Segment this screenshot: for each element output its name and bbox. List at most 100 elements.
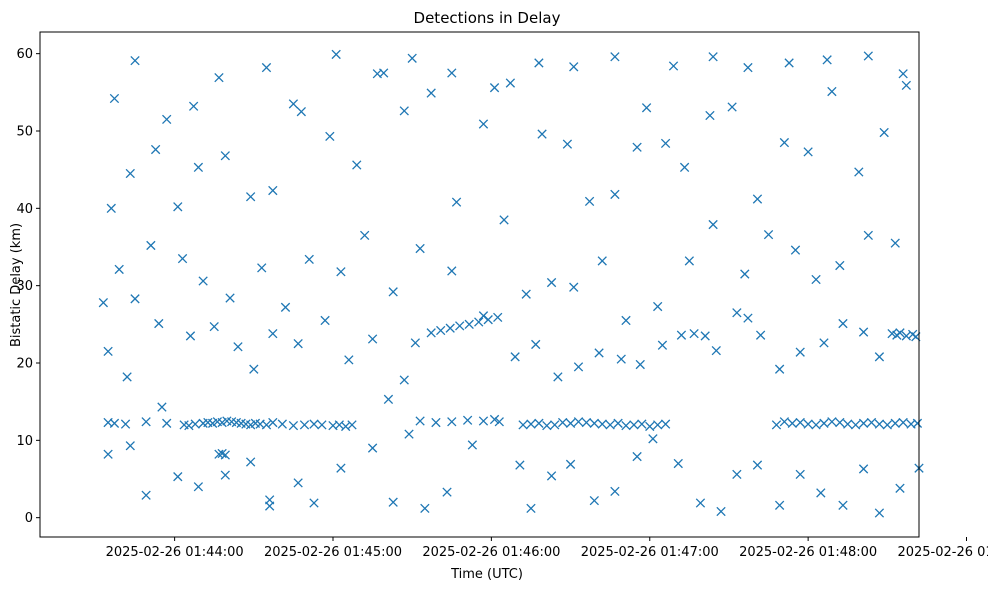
data-point bbox=[740, 269, 750, 279]
data-point bbox=[245, 192, 256, 202]
data-point bbox=[367, 443, 378, 453]
data-point bbox=[442, 487, 452, 497]
data-point bbox=[445, 323, 455, 333]
data-point bbox=[462, 415, 473, 425]
data-point bbox=[616, 354, 626, 364]
data-point bbox=[415, 243, 425, 254]
y-tick-label: 0 bbox=[25, 511, 33, 526]
data-point bbox=[304, 254, 314, 265]
data-point bbox=[233, 342, 243, 352]
y-axis-label: Bistatic Delay (km) bbox=[9, 223, 24, 347]
data-point bbox=[546, 471, 557, 481]
data-point bbox=[668, 61, 679, 71]
data-point bbox=[819, 418, 829, 428]
data-point bbox=[779, 417, 790, 427]
data-point bbox=[653, 420, 663, 430]
data-point bbox=[790, 245, 801, 255]
data-point bbox=[838, 500, 848, 510]
data-point bbox=[426, 328, 436, 338]
data-point bbox=[280, 302, 291, 312]
data-point bbox=[177, 253, 188, 264]
data-point bbox=[689, 328, 699, 339]
data-point bbox=[621, 420, 631, 431]
data-point bbox=[708, 52, 718, 62]
data-point bbox=[515, 460, 525, 470]
data-point bbox=[700, 331, 710, 341]
data-point bbox=[610, 189, 620, 200]
data-point bbox=[895, 328, 905, 338]
data-point bbox=[774, 500, 785, 510]
data-point bbox=[336, 267, 346, 277]
data-point bbox=[752, 460, 763, 470]
data-point bbox=[494, 417, 504, 427]
data-point bbox=[716, 506, 726, 517]
data-point bbox=[874, 419, 885, 429]
data-point bbox=[489, 414, 500, 425]
data-point bbox=[605, 420, 615, 430]
data-point bbox=[641, 103, 652, 113]
data-point bbox=[835, 260, 845, 271]
data-point bbox=[296, 106, 306, 117]
data-point bbox=[679, 162, 690, 172]
data-point bbox=[613, 418, 623, 428]
data-point bbox=[597, 419, 607, 429]
data-point bbox=[518, 420, 528, 430]
data-point bbox=[162, 418, 172, 428]
data-point bbox=[146, 240, 156, 251]
data-point bbox=[249, 364, 259, 374]
data-point bbox=[882, 420, 892, 430]
y-tick-label: 30 bbox=[16, 279, 33, 294]
data-point bbox=[264, 501, 275, 511]
data-point bbox=[546, 277, 557, 288]
data-point bbox=[827, 417, 837, 427]
data-point bbox=[803, 147, 813, 157]
data-point bbox=[125, 441, 135, 451]
data-point bbox=[309, 498, 319, 508]
data-point bbox=[388, 287, 398, 297]
data-point bbox=[771, 420, 782, 430]
data-point bbox=[537, 129, 547, 139]
data-point bbox=[193, 162, 204, 172]
data-point bbox=[732, 308, 742, 318]
data-point bbox=[752, 194, 763, 204]
data-point bbox=[157, 402, 167, 412]
data-point bbox=[193, 482, 204, 492]
data-point bbox=[114, 264, 124, 275]
data-point bbox=[347, 420, 357, 430]
data-point bbox=[447, 68, 457, 78]
data-point bbox=[299, 420, 310, 430]
data-point bbox=[795, 347, 805, 357]
data-point bbox=[257, 263, 267, 273]
data-point bbox=[863, 230, 873, 241]
data-point bbox=[890, 238, 900, 248]
data-point bbox=[705, 110, 715, 121]
data-point bbox=[410, 338, 421, 348]
data-point bbox=[534, 58, 544, 68]
data-point bbox=[863, 51, 873, 61]
data-point bbox=[245, 457, 256, 467]
data-point bbox=[597, 256, 607, 266]
y-tick-label: 60 bbox=[16, 47, 33, 62]
data-point bbox=[711, 345, 721, 356]
data-point bbox=[708, 219, 718, 230]
data-point bbox=[383, 394, 394, 405]
data-point bbox=[293, 339, 303, 349]
data-point bbox=[399, 375, 409, 385]
data-point bbox=[521, 289, 531, 299]
data-point bbox=[898, 69, 908, 79]
data-point bbox=[774, 364, 785, 374]
data-point bbox=[565, 418, 576, 428]
data-point bbox=[542, 420, 552, 431]
data-point bbox=[898, 417, 908, 428]
chart-title: Detections in Delay bbox=[414, 9, 561, 27]
data-point bbox=[573, 362, 584, 372]
markers-layer bbox=[98, 49, 924, 518]
data-point bbox=[225, 293, 235, 303]
data-point bbox=[214, 72, 224, 83]
data-point bbox=[676, 330, 687, 340]
data-point bbox=[673, 458, 683, 469]
data-point bbox=[268, 417, 278, 428]
y-tick-label: 20 bbox=[16, 356, 33, 371]
